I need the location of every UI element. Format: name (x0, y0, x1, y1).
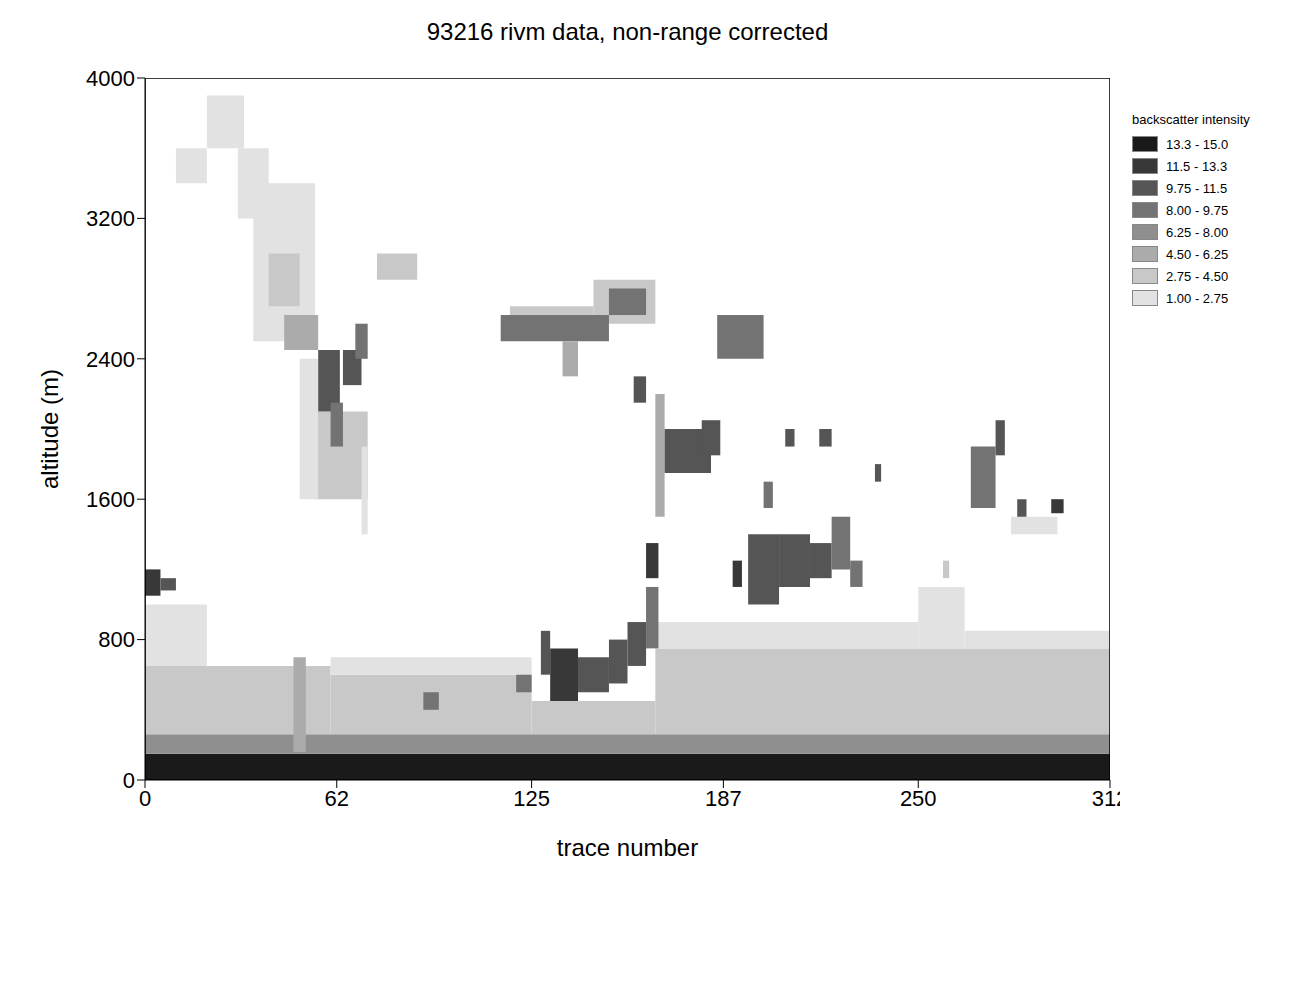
svg-text:0: 0 (123, 768, 135, 793)
svg-text:0: 0 (139, 786, 151, 811)
html-text:6.25 - 8.00: 6.25 - 8.00 (1166, 224, 1229, 240)
svg-text:altitude (m): altitude (m) (36, 369, 63, 489)
svg-text:1600: 1600 (86, 487, 135, 512)
svg-text:3200: 3200 (86, 206, 135, 231)
svg-text:4000: 4000 (86, 66, 135, 91)
html-text:8.00 - 9.75: 8.00 - 9.75 (1166, 202, 1229, 218)
html-text:9.75 - 11.5: 9.75 - 11.5 (1166, 180, 1228, 196)
svg-text:62: 62 (325, 786, 349, 811)
html-text:11.5 - 13.3: 11.5 - 13.3 (1166, 158, 1228, 174)
svg-text:2400: 2400 (86, 347, 135, 372)
html-text:4.50 - 6.25: 4.50 - 6.25 (1166, 246, 1229, 262)
svg-text:250: 250 (900, 786, 937, 811)
svg-text:800: 800 (98, 627, 135, 652)
html-text:backscatter intensity: backscatter intensity (1132, 112, 1250, 127)
svg-text:trace number: trace number (557, 834, 698, 861)
svg-text:187: 187 (705, 786, 742, 811)
html-text:1.00 - 2.75: 1.00 - 2.75 (1166, 290, 1229, 306)
html-text:2.75 - 4.50: 2.75 - 4.50 (1166, 268, 1229, 284)
html-text:13.3 - 15.0: 13.3 - 15.0 (1166, 136, 1229, 152)
svg-text:125: 125 (513, 786, 550, 811)
svg-text:312: 312 (1092, 786, 1120, 811)
html-text:93216 rivm data, non-range cor: 93216 rivm data, non-range corrected (426, 18, 829, 45)
